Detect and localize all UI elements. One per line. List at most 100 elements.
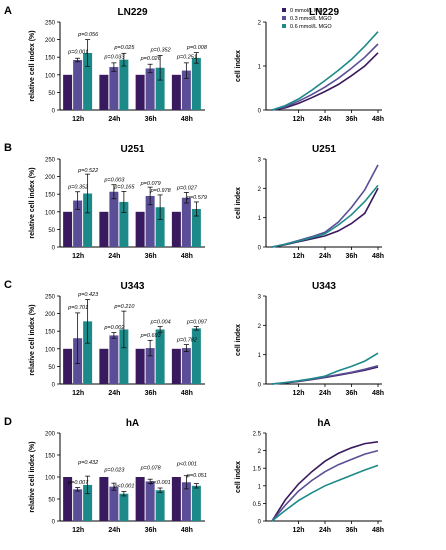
bar	[181, 70, 191, 110]
y-tick-label: 250	[45, 158, 56, 164]
x-tick-label: 48h	[372, 527, 384, 534]
y-tick-label: 250	[45, 295, 56, 301]
y-tick-label: 0	[52, 520, 56, 526]
bar	[63, 477, 73, 521]
bar	[191, 208, 201, 247]
x-tick-label: 24h	[108, 390, 120, 397]
bar	[191, 57, 201, 110]
x-tick-label: 36h	[145, 390, 157, 397]
series-line	[271, 187, 379, 248]
bar	[63, 74, 73, 110]
y-axis-label: cell index	[235, 324, 242, 356]
y-axis-label: cell index	[235, 50, 242, 82]
p-value-label: p=0.025	[113, 45, 135, 51]
y-tick-label: 150	[45, 454, 56, 460]
p-value-label: p=0.051	[186, 473, 207, 479]
bar	[155, 67, 165, 110]
x-tick-label: 12h	[292, 253, 304, 260]
bar	[145, 195, 155, 247]
bar	[181, 197, 191, 247]
bar	[99, 348, 109, 384]
x-tick-label: 24h	[319, 253, 331, 260]
series-line	[271, 164, 379, 248]
p-value-label: p=0.003	[103, 178, 125, 184]
bar	[73, 60, 83, 110]
y-tick-label: 2	[258, 21, 262, 27]
y-tick-label: 1	[258, 353, 262, 359]
bar	[119, 59, 129, 110]
bar	[181, 482, 191, 521]
x-tick-label: 12h	[72, 116, 84, 123]
x-tick-label: 24h	[319, 527, 331, 534]
x-tick-label: 24h	[108, 253, 120, 260]
p-value-label: p=0.023	[103, 467, 125, 473]
bar	[83, 321, 93, 384]
y-tick-label: 150	[45, 330, 56, 336]
bar	[135, 348, 145, 384]
y-axis-label: cell index	[235, 187, 242, 219]
bar	[155, 490, 165, 521]
bar	[155, 207, 165, 247]
legend	[282, 8, 286, 28]
y-axis-label: relative cell index (%)	[29, 441, 36, 512]
x-tick-label: 24h	[319, 390, 331, 397]
y-tick-label: 50	[48, 498, 55, 504]
y-tick-label: 0.5	[253, 502, 262, 508]
y-tick-label: 1.5	[253, 467, 262, 473]
bar	[119, 493, 129, 521]
y-tick-label: 0	[258, 109, 262, 115]
x-tick-label: 36h	[145, 527, 157, 534]
bar	[73, 489, 83, 521]
y-tick-label: 50	[48, 91, 55, 97]
x-tick-label: 12h	[292, 390, 304, 397]
x-tick-label: 24h	[108, 116, 120, 123]
chart-title: hA	[317, 418, 330, 429]
y-tick-label: 1	[258, 216, 262, 222]
panel-label: B	[4, 142, 12, 154]
bar	[171, 211, 181, 247]
y-tick-label: 2.5	[253, 432, 262, 438]
panel-label: A	[4, 5, 12, 17]
series-line	[271, 184, 379, 248]
p-value-label: p=0.978	[150, 188, 172, 194]
series-line	[271, 441, 379, 522]
y-axis-label: relative cell index (%)	[29, 30, 36, 101]
p-value-label: p=0.210	[113, 304, 135, 310]
chart-title: LN229	[309, 7, 339, 18]
p-value-label: p=0.782	[176, 338, 197, 344]
p-value-label: p<0.001	[176, 461, 197, 467]
bar	[145, 481, 155, 521]
bar	[109, 335, 119, 384]
p-value-label: p=0.251	[176, 55, 197, 61]
series-line	[271, 365, 379, 385]
x-tick-label: 48h	[181, 116, 193, 123]
y-tick-label: 150	[45, 56, 56, 62]
y-tick-label: 1	[258, 65, 262, 71]
bar	[99, 74, 109, 110]
p-value-label: p=0.004	[150, 320, 171, 326]
bar	[145, 348, 155, 384]
x-tick-label: 48h	[372, 253, 384, 260]
y-axis-label: relative cell index (%)	[29, 167, 36, 238]
y-tick-label: 0	[258, 246, 262, 252]
p-value-label: p=0.352	[150, 48, 171, 54]
bar	[171, 477, 181, 521]
x-tick-label: 48h	[181, 527, 193, 534]
bar	[99, 211, 109, 247]
x-tick-label: 48h	[372, 390, 384, 397]
y-tick-label: 3	[258, 158, 262, 164]
chart-title: hA	[126, 418, 139, 429]
legend-label: 0.3 mmol/L MGO	[290, 16, 332, 22]
bar	[83, 52, 93, 110]
y-tick-label: 0	[52, 383, 56, 389]
y-tick-label: 200	[45, 175, 56, 181]
y-tick-label: 3	[258, 295, 262, 301]
bar	[135, 477, 145, 521]
bar	[119, 329, 129, 384]
y-tick-label: 200	[45, 312, 56, 318]
p-value-label: p=0.001	[67, 49, 88, 55]
y-axis-label: relative cell index (%)	[29, 304, 36, 375]
bar	[109, 486, 119, 521]
y-tick-label: 100	[45, 73, 56, 79]
